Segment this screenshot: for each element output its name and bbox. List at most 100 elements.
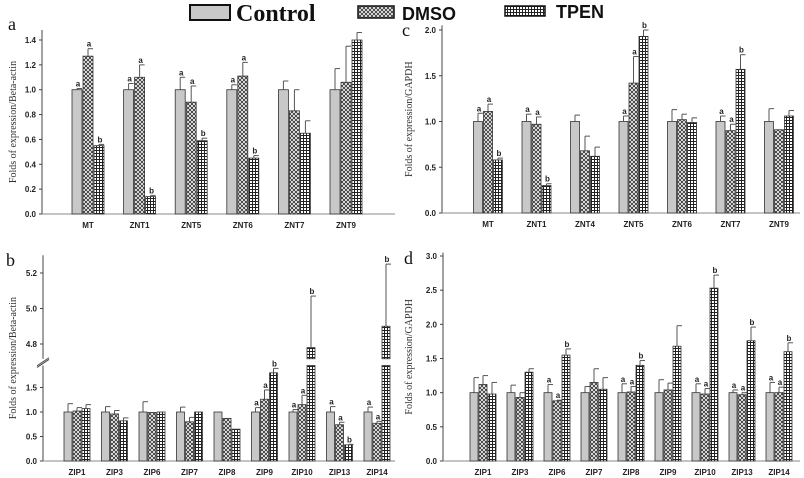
significance-label: b bbox=[565, 340, 570, 349]
y-tick-label: 0.0 bbox=[26, 457, 38, 466]
x-tick-label: ZNT7 bbox=[284, 221, 305, 230]
legend-swatch-tpen bbox=[504, 5, 546, 17]
bar-dmso bbox=[552, 400, 562, 462]
significance-label: a bbox=[719, 107, 724, 116]
bar-tpen bbox=[351, 39, 363, 215]
bar-dmso bbox=[700, 393, 710, 462]
significance-label: a bbox=[138, 56, 143, 65]
x-tick-label: MT bbox=[482, 220, 494, 229]
bar-dmso bbox=[725, 130, 736, 214]
panel-label: c bbox=[402, 20, 410, 40]
y-tick-label: 1.0 bbox=[25, 86, 37, 95]
panel-label: a bbox=[8, 14, 16, 34]
y-tick-label: 3.0 bbox=[426, 252, 438, 261]
bar-control bbox=[63, 411, 73, 462]
x-tick-label: ZIP8 bbox=[623, 468, 640, 477]
bar-tpen bbox=[306, 347, 316, 360]
x-tick-label: ZIP1 bbox=[69, 468, 86, 477]
x-tick-label: ZIP1 bbox=[475, 468, 492, 477]
bar-tpen bbox=[746, 340, 756, 462]
y-tick-label: 2.5 bbox=[426, 286, 438, 295]
bar-tpen bbox=[561, 354, 571, 462]
bar-control bbox=[138, 411, 148, 462]
bar-tpen bbox=[635, 364, 645, 462]
bar-tpen bbox=[81, 408, 91, 462]
bar-tpen bbox=[524, 371, 534, 462]
significance-label: a bbox=[367, 398, 372, 407]
bar-dmso bbox=[478, 384, 488, 462]
x-tick-label: ZNT6 bbox=[233, 221, 254, 230]
bar-tpen bbox=[487, 393, 497, 462]
significance-label: b bbox=[385, 255, 390, 264]
significance-label: a bbox=[477, 104, 482, 113]
bar-tpen bbox=[687, 122, 697, 214]
y-tick-label: 0.6 bbox=[25, 135, 37, 144]
y-tick-label: 0.5 bbox=[26, 433, 38, 442]
bar-dmso bbox=[628, 82, 639, 214]
y-tick-label: 1.2 bbox=[25, 61, 37, 70]
bar-dmso bbox=[185, 421, 194, 462]
significance-label: b bbox=[545, 175, 550, 184]
x-tick-label: ZNT1 bbox=[527, 220, 548, 229]
y-tick-label: 2.0 bbox=[425, 26, 437, 35]
x-tick-label: ZIP6 bbox=[549, 468, 566, 477]
bar-dmso bbox=[335, 424, 344, 462]
significance-label: a bbox=[242, 53, 247, 62]
bar-dmso bbox=[483, 111, 493, 214]
legend-label-tpen: TPEN bbox=[556, 2, 604, 22]
significance-label: a bbox=[338, 413, 343, 422]
significance-label: b bbox=[713, 266, 718, 275]
bar-control bbox=[667, 121, 677, 214]
y-tick-label: 1.0 bbox=[426, 389, 438, 398]
bar-control bbox=[288, 411, 298, 462]
significance-label: b bbox=[497, 149, 502, 158]
x-tick-label: ZIP13 bbox=[329, 468, 351, 477]
significance-label: a bbox=[329, 398, 334, 407]
bar-tpen bbox=[598, 388, 608, 462]
y-tick-label: 1.5 bbox=[26, 384, 38, 393]
significance-label: a bbox=[231, 76, 236, 85]
significance-label: a bbox=[525, 105, 530, 114]
significance-label: a bbox=[769, 373, 774, 382]
bar-control bbox=[176, 411, 185, 462]
bar-tpen bbox=[248, 157, 260, 215]
significance-label: a bbox=[292, 401, 297, 410]
panel-d: d Folds of expression/GAPDH 0.0 0.5 1.0 1.5 2.… bbox=[404, 248, 800, 477]
significance-label: b bbox=[310, 287, 315, 296]
bar-dmso bbox=[589, 382, 599, 462]
axis-break-mark bbox=[36, 357, 50, 368]
y-tick-label: 0.0 bbox=[425, 209, 437, 218]
bar-dmso bbox=[340, 81, 352, 215]
significance-label: b bbox=[347, 435, 352, 444]
significance-label: a bbox=[190, 77, 195, 86]
significance-label: a bbox=[732, 381, 737, 390]
x-tick-label: ZNT5 bbox=[181, 221, 202, 230]
y-tick-label: 0.0 bbox=[25, 210, 37, 219]
bar-dmso bbox=[663, 389, 673, 462]
x-tick-label: ZNT9 bbox=[336, 221, 357, 230]
bar-control bbox=[363, 411, 373, 462]
panel-a: a Folds of expression/Beta-actin 0.0 0.2 0.4… bbox=[8, 14, 395, 230]
bar-tpen bbox=[381, 325, 391, 360]
x-tick-label: MT bbox=[82, 221, 94, 230]
bar-tpen bbox=[672, 345, 682, 462]
bar-control bbox=[570, 121, 580, 214]
significance-label: a bbox=[547, 375, 552, 384]
y-tick-label: 0.5 bbox=[425, 163, 437, 172]
significance-label: a bbox=[556, 391, 561, 400]
bar-control bbox=[473, 121, 483, 214]
bar-tpen-lower bbox=[306, 365, 316, 462]
bar-dmso bbox=[372, 422, 382, 462]
significance-label: b bbox=[252, 147, 257, 156]
bar-control bbox=[617, 392, 627, 462]
significance-label: b bbox=[639, 352, 644, 361]
bar-control bbox=[506, 392, 516, 462]
bar-dmso bbox=[185, 101, 197, 215]
x-tick-label: ZNT9 bbox=[769, 220, 790, 229]
bar-control bbox=[765, 392, 775, 462]
y-tick-label: 2.0 bbox=[426, 320, 438, 329]
y-tick-label: 1.5 bbox=[426, 355, 438, 364]
panel-b: b Folds of expression/Beta-actin 0.0 0.5 1.0… bbox=[6, 250, 395, 477]
x-tick-label: ZNT1 bbox=[130, 221, 151, 230]
